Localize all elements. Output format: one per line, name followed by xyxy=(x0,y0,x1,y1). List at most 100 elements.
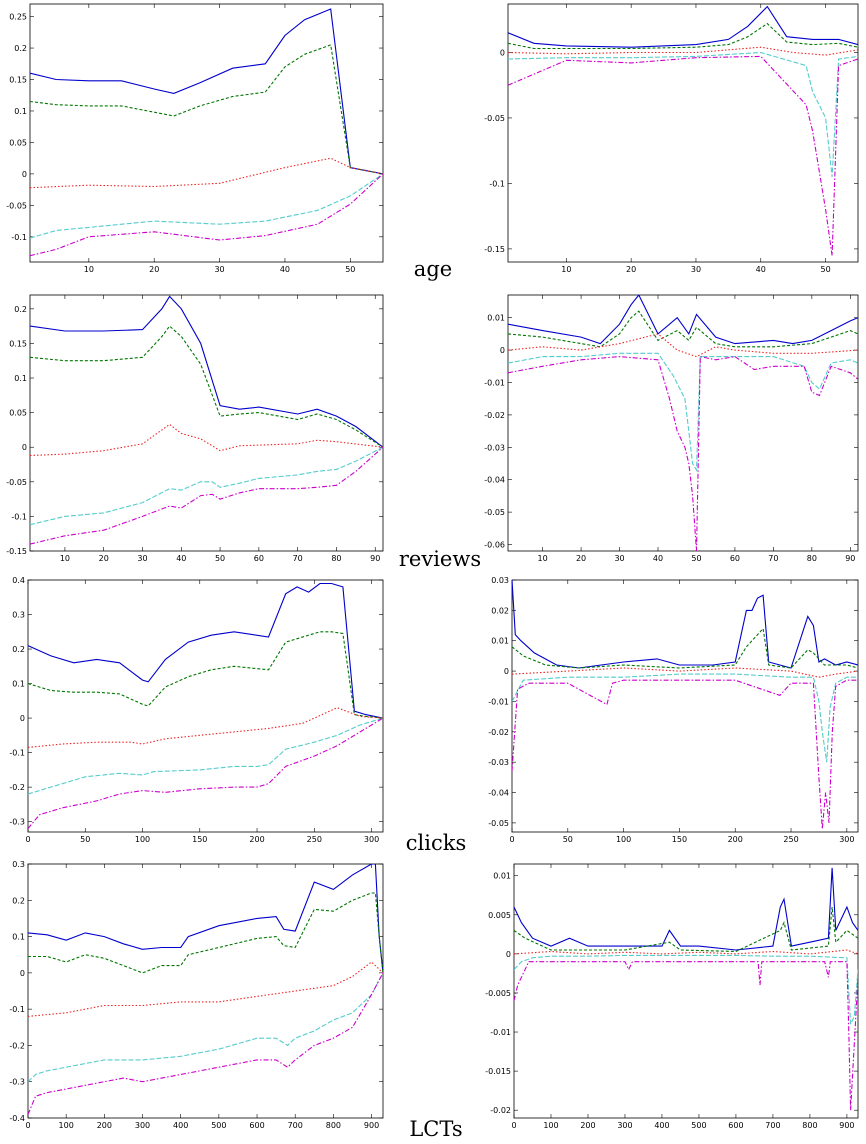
y-tick-label: 0.15 xyxy=(9,339,27,348)
x-tick-label: 50 xyxy=(80,835,90,844)
y-tick-label: 0.05 xyxy=(9,138,27,147)
series-line-1 xyxy=(512,580,858,668)
x-tick-label: 90 xyxy=(370,554,380,563)
series-line-2 xyxy=(514,907,858,952)
x-tick-label: 300 xyxy=(839,835,854,844)
series-line-4 xyxy=(28,718,383,794)
y-tick-label: -0.1 xyxy=(9,749,25,758)
y-tick-label: -0.05 xyxy=(6,478,27,487)
x-tick-label: 60 xyxy=(730,554,740,563)
chart-panel-5: 0 50 100 150 200 250 300-0.3-0.2-0.100.10.20.3… xyxy=(9,576,383,844)
series-line-5 xyxy=(28,973,383,1115)
series-line-5 xyxy=(508,56,858,255)
x-tick-label: 50 xyxy=(345,265,355,274)
x-tick-label: 200 xyxy=(97,1121,112,1130)
x-tick-label: 40 xyxy=(756,265,766,274)
x-tick-label: 400 xyxy=(654,1121,669,1130)
y-tick-label: -0.02 xyxy=(488,728,509,737)
y-tick-label: 0 xyxy=(504,667,509,676)
y-tick-label: 0.1 xyxy=(12,933,25,942)
y-tick-label: 0 xyxy=(20,969,25,978)
x-tick-label: 700 xyxy=(765,1121,780,1130)
y-tick-label: 0.25 xyxy=(9,13,27,22)
y-tick-label: -0.2 xyxy=(9,1041,25,1050)
y-tick-label: -0.1 xyxy=(9,1005,25,1014)
y-tick-label: 0 xyxy=(506,950,511,959)
series-line-3 xyxy=(508,47,858,55)
y-tick-label: -0.4 xyxy=(9,1114,25,1123)
row-label-clicks: clicks xyxy=(406,831,466,855)
series-line-2 xyxy=(512,629,858,668)
x-tick-label: 80 xyxy=(807,554,817,563)
y-tick-label: -0.3 xyxy=(9,1078,25,1087)
series-line-1 xyxy=(508,7,858,48)
x-tick-label: 10 xyxy=(538,554,548,563)
x-tick-label: 100 xyxy=(543,1121,558,1130)
plot-frame xyxy=(28,864,383,1118)
series-line-3 xyxy=(28,708,383,748)
x-tick-label: 800 xyxy=(802,1121,817,1130)
y-tick-label: 0.3 xyxy=(12,611,25,620)
series-line-3 xyxy=(30,158,383,188)
y-tick-label: 0.1 xyxy=(14,374,27,383)
series-line-4 xyxy=(508,53,858,177)
x-tick-label: 50 xyxy=(820,265,830,274)
x-tick-label: 90 xyxy=(845,554,855,563)
series-line-2 xyxy=(30,45,383,174)
x-tick-label: 20 xyxy=(149,265,159,274)
x-tick-label: 0 xyxy=(509,835,514,844)
x-tick-label: 600 xyxy=(728,1121,743,1130)
y-tick-label: 0.03 xyxy=(491,576,509,585)
x-tick-label: 100 xyxy=(135,835,150,844)
series-line-4 xyxy=(28,973,383,1082)
series-line-2 xyxy=(28,893,383,973)
y-tick-label: 0.2 xyxy=(12,645,25,654)
x-tick-label: 20 xyxy=(576,554,586,563)
y-tick-label: -0.01 xyxy=(490,1028,511,1037)
y-tick-label: -0.03 xyxy=(484,443,505,452)
x-tick-label: 10 xyxy=(84,265,94,274)
x-tick-label: 50 xyxy=(215,554,225,563)
y-tick-label: 0 xyxy=(500,346,505,355)
x-tick-label: 70 xyxy=(293,554,303,563)
chart-panel-1: 10 20 30 40 50-0.1-0.0500.050.10.150.20.25 xyxy=(6,4,383,274)
series-line-4 xyxy=(30,174,383,238)
x-tick-label: 300 xyxy=(617,1121,632,1130)
y-tick-label: 0.05 xyxy=(9,409,27,418)
x-tick-label: 250 xyxy=(783,835,798,844)
x-tick-label: 500 xyxy=(211,1121,226,1130)
x-tick-label: 100 xyxy=(616,835,631,844)
x-tick-label: 70 xyxy=(768,554,778,563)
x-tick-label: 40 xyxy=(176,554,186,563)
x-tick-label: 500 xyxy=(691,1121,706,1130)
x-tick-label: 40 xyxy=(653,554,663,563)
x-tick-label: 30 xyxy=(691,265,701,274)
series-line-3 xyxy=(28,962,383,1016)
chart-panel-6: 0 50 100 150 200 250 300 -0.05 -0.04 -0.03 -0.02 -0… xyxy=(488,576,858,844)
x-tick-label: 300 xyxy=(135,1121,150,1130)
y-tick-label: 0.3 xyxy=(12,860,25,869)
series-line-5 xyxy=(508,357,858,551)
row-label-age: age xyxy=(414,257,452,281)
y-tick-label: 0.01 xyxy=(493,872,511,881)
y-tick-label: -0.3 xyxy=(9,818,25,827)
x-tick-label: 30 xyxy=(137,554,147,563)
series-line-2 xyxy=(30,326,383,447)
y-tick-label: -0.02 xyxy=(490,1106,511,1115)
series-line-5 xyxy=(30,447,383,544)
y-tick-label: 0.005 xyxy=(488,911,511,920)
y-tick-label: -0.01 xyxy=(484,378,505,387)
y-tick-label: -0.15 xyxy=(6,547,27,556)
series-line-1 xyxy=(508,295,858,344)
x-tick-label: 10 xyxy=(561,265,571,274)
x-tick-label: 150 xyxy=(672,835,687,844)
chart-panel-2: 10 20 30 40 50-0.15-0.1-0.050 xyxy=(484,4,858,274)
x-tick-label: 80 xyxy=(331,554,341,563)
y-tick-label: -0.05 xyxy=(484,114,505,123)
x-tick-label: 0 xyxy=(25,1121,30,1130)
x-tick-label: 200 xyxy=(728,835,743,844)
y-tick-label: -0.03 xyxy=(488,758,509,767)
x-tick-label: 50 xyxy=(563,835,573,844)
x-tick-label: 30 xyxy=(614,554,624,563)
